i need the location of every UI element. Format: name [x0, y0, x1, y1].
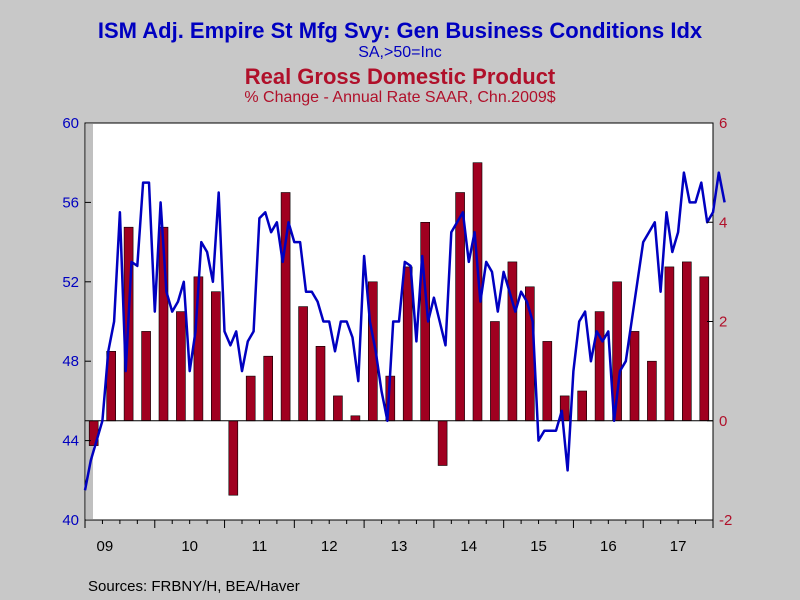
- x-tick-label: 14: [460, 538, 477, 555]
- y-right-tick-label: 0: [719, 413, 727, 430]
- y-right-tick-label: 4: [719, 214, 727, 231]
- gdp-bar: [245, 375, 256, 422]
- title-line1: ISM Adj. Empire St Mfg Svy: Gen Business…: [98, 18, 703, 43]
- y-left-tick-label: 60: [62, 115, 79, 132]
- gdp-bar: [333, 395, 343, 421]
- gdp-bar: [699, 276, 710, 421]
- x-tick-label: 15: [530, 538, 547, 555]
- y-left-tick-label: 48: [62, 353, 79, 370]
- gdp-bar: [490, 321, 500, 422]
- y-left-tick-label: 56: [62, 194, 79, 211]
- gdp-bar: [263, 355, 274, 422]
- gdp-bar: [507, 261, 518, 421]
- gdp-bar: [524, 286, 535, 422]
- y-right-tick-label: -2: [719, 512, 732, 529]
- y-left-tick-label: 52: [62, 274, 79, 291]
- recession-shade: [86, 124, 93, 519]
- gdp-bar: [577, 390, 588, 422]
- y-left-tick-label: 44: [62, 433, 79, 450]
- x-tick-label: 12: [321, 538, 338, 555]
- gdp-bar: [542, 341, 553, 422]
- ism-line: [83, 171, 726, 491]
- gdp-bar: [664, 266, 675, 421]
- title-line2-sub: % Change - Annual Rate SAAR, Chn.2009$: [244, 89, 555, 106]
- gdp-bar: [141, 331, 151, 421]
- title-line2: Real Gross Domestic Product: [245, 64, 556, 89]
- x-tick-label: 11: [252, 538, 268, 555]
- x-tick-label: 16: [600, 538, 617, 555]
- x-tick-label: 13: [391, 538, 408, 555]
- gdp-bar: [211, 291, 221, 422]
- y-left-tick-label: 40: [62, 512, 79, 529]
- gdp-bar: [176, 311, 186, 422]
- gdp-bar: [455, 192, 465, 422]
- gdp-bar: [681, 261, 692, 421]
- y-right-tick-label: 2: [719, 314, 727, 331]
- y-right-tick-label: 6: [719, 115, 727, 132]
- gdp-bar: [647, 360, 657, 422]
- gdp-bar: [437, 420, 448, 466]
- gdp-bar: [350, 415, 361, 422]
- gdp-bar: [228, 420, 239, 496]
- gdp-bar: [315, 345, 326, 421]
- x-tick-label: 17: [670, 538, 687, 555]
- source-note: Sources: FRBNY/H, BEA/Haver: [88, 578, 300, 595]
- x-tick-label: 09: [97, 538, 114, 555]
- title-line1-sub: SA,>50=Inc: [358, 44, 442, 61]
- gdp-bar: [594, 311, 605, 422]
- gdp-bar: [629, 331, 640, 421]
- gdp-bar: [298, 306, 308, 422]
- x-tick-label: 10: [181, 538, 198, 555]
- gdp-bar: [402, 266, 413, 421]
